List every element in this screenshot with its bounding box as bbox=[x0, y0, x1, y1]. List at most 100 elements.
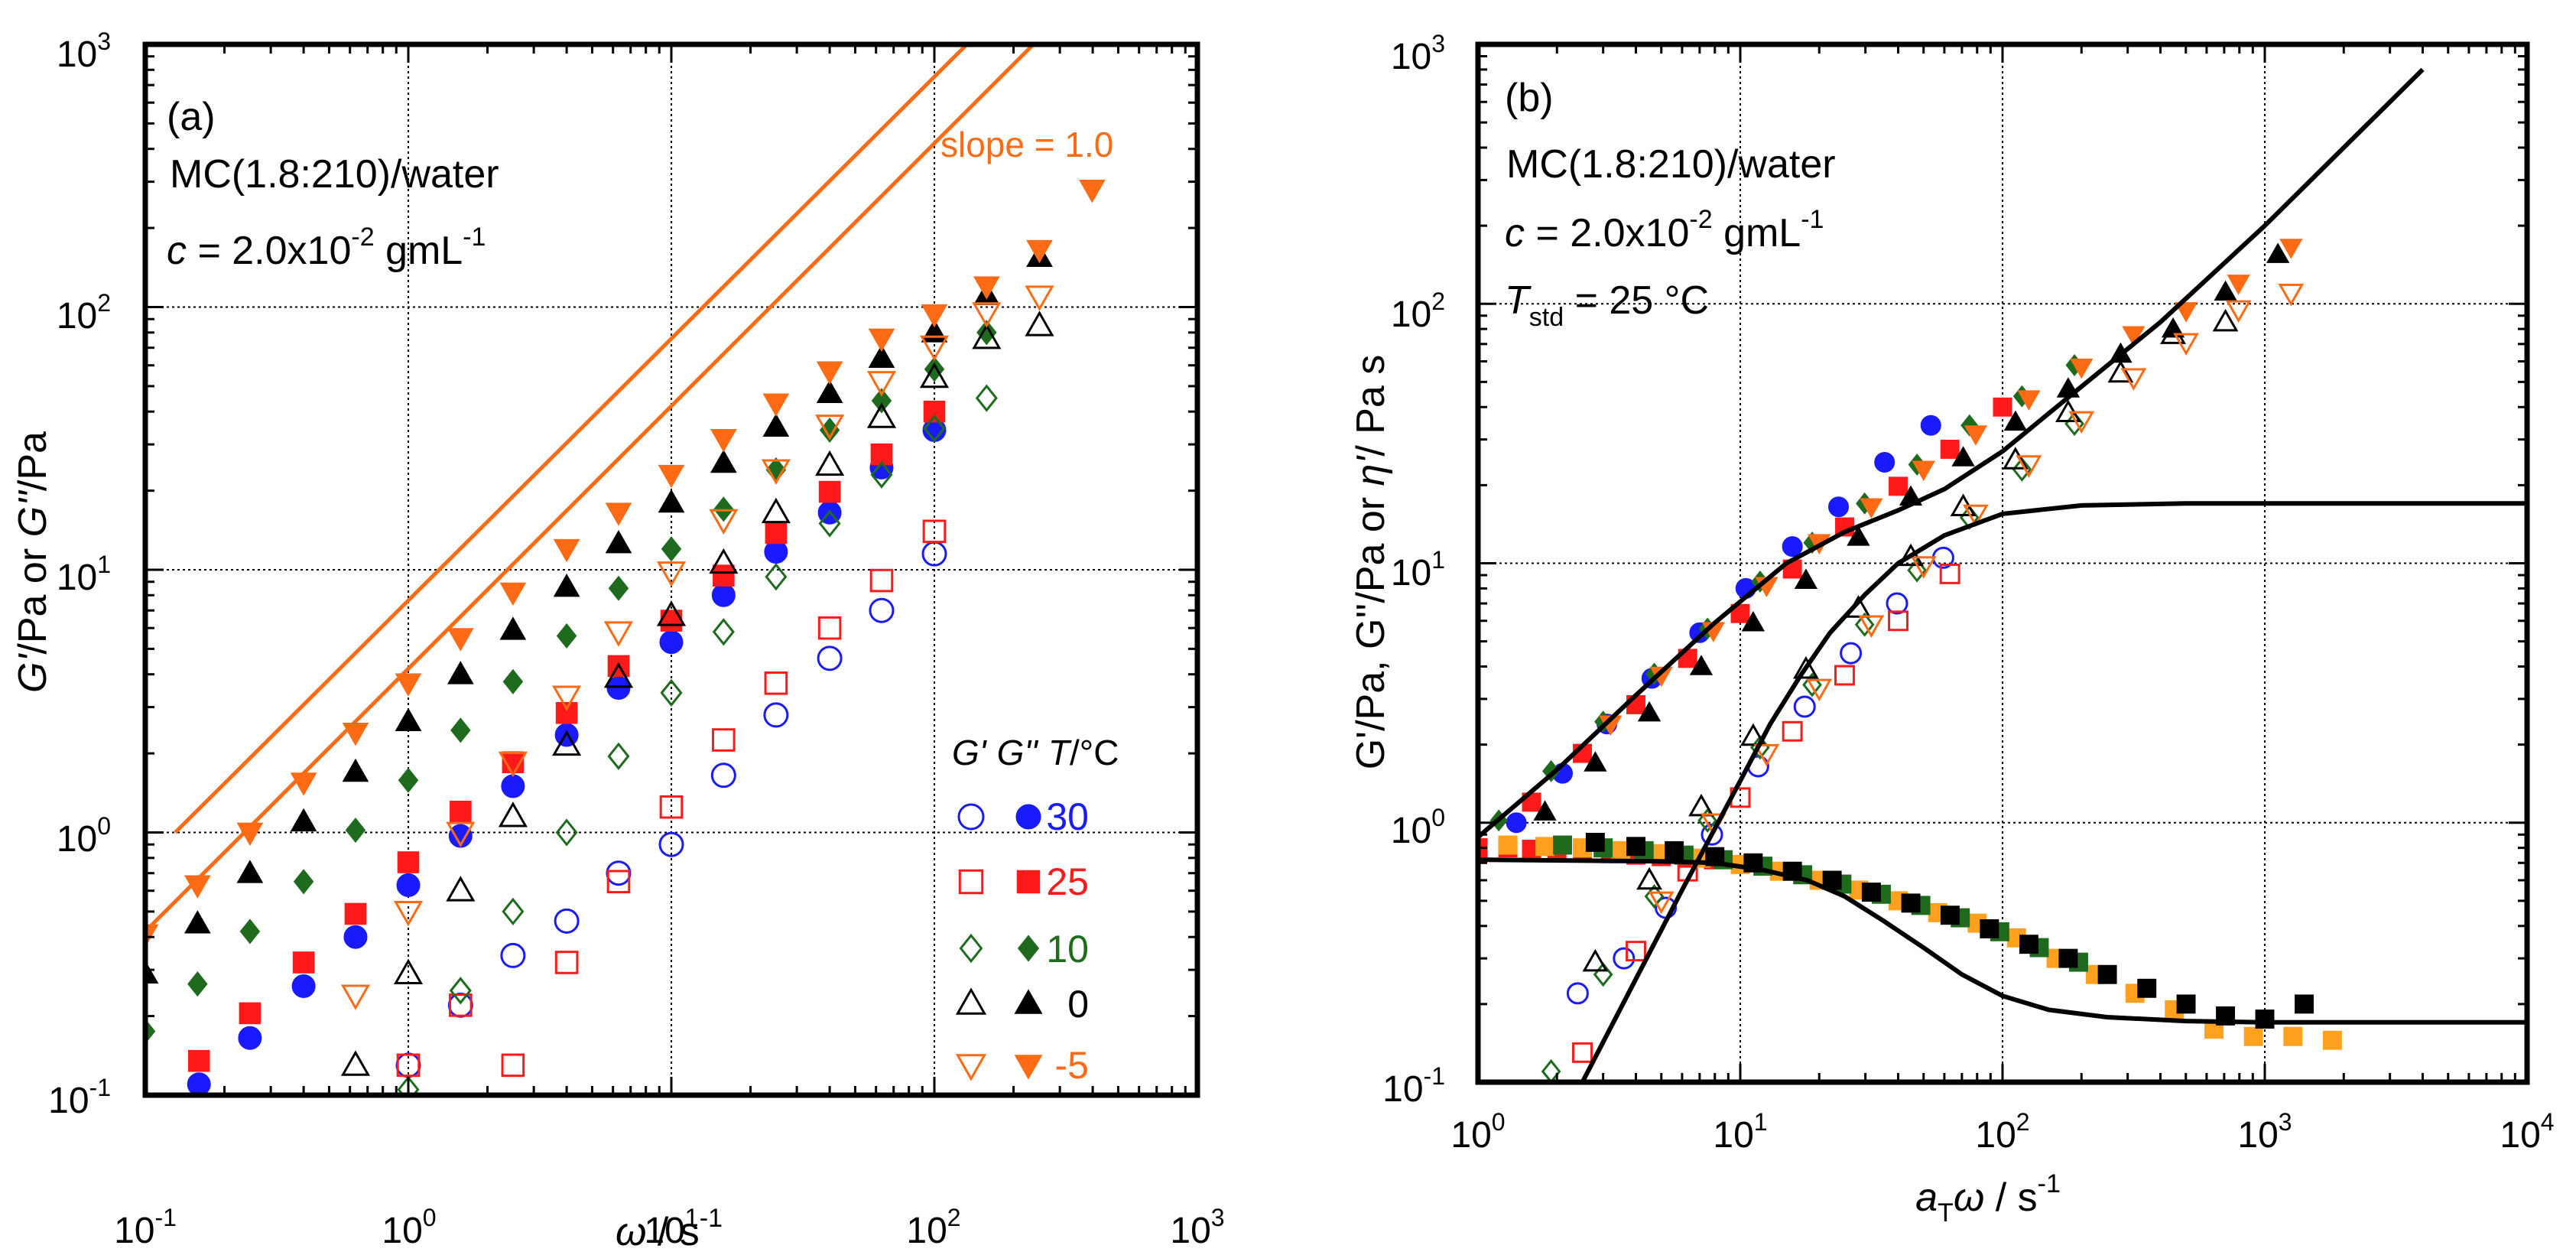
data-point bbox=[1940, 439, 1960, 459]
panel-b-ytick-label: 102 bbox=[1391, 288, 1445, 335]
data-point bbox=[710, 762, 736, 788]
panel-a-legend-markers bbox=[955, 803, 1043, 1081]
data-point bbox=[923, 415, 946, 443]
panel-b-model-lines bbox=[1478, 67, 2527, 1082]
data-point bbox=[2161, 317, 2185, 338]
data-point bbox=[1740, 723, 1766, 746]
panel-a-xtick-label: 100 bbox=[382, 1204, 436, 1251]
data-point bbox=[2227, 275, 2250, 295]
data-point bbox=[603, 662, 634, 688]
data-point bbox=[397, 1075, 420, 1095]
data-point bbox=[1939, 563, 1960, 584]
data-point bbox=[1951, 446, 1975, 467]
data-point bbox=[450, 717, 471, 743]
panel-b-data-markers bbox=[1478, 239, 2342, 1082]
data-point bbox=[1572, 1042, 1593, 1063]
model-line bbox=[1478, 857, 2527, 1025]
data-point bbox=[554, 908, 580, 934]
legend-marker-solid bbox=[1017, 935, 1040, 962]
data-point bbox=[2122, 326, 2146, 346]
panel-a-fit-lines bbox=[145, 44, 1037, 933]
data-point bbox=[658, 464, 685, 489]
data-point bbox=[1858, 615, 1885, 639]
data-point bbox=[1026, 239, 1053, 264]
data-point bbox=[606, 870, 631, 894]
data-point bbox=[556, 623, 577, 649]
data-point bbox=[2058, 948, 2078, 968]
data-point bbox=[976, 320, 997, 346]
model-line bbox=[145, 44, 1037, 933]
data-point bbox=[145, 924, 159, 948]
data-point bbox=[1886, 592, 1908, 615]
data-point bbox=[448, 824, 473, 848]
data-point bbox=[2017, 390, 2041, 411]
data-point bbox=[290, 772, 317, 796]
data-point bbox=[1910, 556, 1937, 579]
data-point bbox=[1963, 504, 1989, 528]
data-point bbox=[656, 600, 687, 626]
data-point bbox=[1964, 425, 1988, 446]
data-point bbox=[603, 621, 634, 647]
panel-b-xtick-label: 101 bbox=[1713, 1108, 1767, 1156]
data-point bbox=[710, 449, 737, 473]
data-point bbox=[554, 951, 579, 974]
data-point bbox=[1889, 476, 1908, 496]
data-point bbox=[449, 993, 473, 1017]
data-point bbox=[238, 1026, 262, 1050]
data-point bbox=[1533, 800, 1557, 821]
data-point bbox=[1828, 496, 1850, 518]
data-point bbox=[1993, 397, 2012, 417]
data-point bbox=[761, 497, 791, 524]
data-point bbox=[290, 808, 317, 832]
panel-b-xtick-label: 104 bbox=[2500, 1108, 2554, 1156]
data-point bbox=[608, 575, 629, 601]
data-point bbox=[552, 685, 582, 711]
data-point bbox=[2016, 455, 2042, 478]
data-point bbox=[552, 730, 582, 756]
panel-a-chart: 10-1 100 101 102 103 10-1 100 101 102 10… bbox=[11, 28, 1225, 1254]
data-point bbox=[1626, 837, 1645, 857]
data-point bbox=[184, 875, 211, 899]
model-line bbox=[1478, 67, 2425, 839]
panel-b-ytick-label: 103 bbox=[1391, 30, 1445, 77]
panel-a-ytick-label: 103 bbox=[57, 28, 111, 75]
panel-b-ylabel: G'/Pa, G''/Pa or η'/ Pa s bbox=[1349, 355, 1393, 770]
data-point bbox=[555, 818, 578, 847]
data-point bbox=[2212, 308, 2239, 332]
data-point bbox=[659, 795, 684, 819]
data-point bbox=[145, 960, 159, 984]
data-point bbox=[866, 402, 897, 428]
data-point bbox=[2173, 333, 2199, 356]
panel-b-grid bbox=[1478, 44, 2527, 1082]
data-point bbox=[1566, 982, 1589, 1005]
data-point bbox=[236, 860, 264, 883]
data-point bbox=[1613, 947, 1636, 970]
data-point bbox=[659, 630, 684, 655]
data-point bbox=[1637, 701, 1662, 722]
data-point bbox=[658, 831, 684, 857]
data-point bbox=[1741, 610, 1766, 632]
data-point bbox=[553, 573, 580, 597]
data-point bbox=[1025, 310, 1054, 337]
data-point bbox=[2243, 1026, 2263, 1046]
data-point bbox=[924, 356, 945, 382]
panel-a-ytick-label: 101 bbox=[57, 551, 111, 598]
data-point bbox=[975, 384, 998, 412]
data-point bbox=[239, 918, 261, 945]
legend-marker-open bbox=[958, 869, 984, 895]
data-point bbox=[395, 673, 422, 697]
data-point bbox=[922, 519, 947, 544]
data-point bbox=[919, 335, 950, 362]
data-point bbox=[1920, 415, 1941, 436]
data-point bbox=[1535, 837, 1555, 857]
data-point bbox=[921, 304, 948, 328]
data-point bbox=[446, 876, 476, 902]
data-point bbox=[868, 344, 895, 368]
data-point bbox=[340, 984, 371, 1010]
data-point bbox=[450, 801, 472, 823]
data-point bbox=[815, 450, 845, 476]
data-point bbox=[712, 618, 735, 646]
data-point bbox=[1753, 743, 1780, 767]
data-point bbox=[2279, 239, 2303, 259]
